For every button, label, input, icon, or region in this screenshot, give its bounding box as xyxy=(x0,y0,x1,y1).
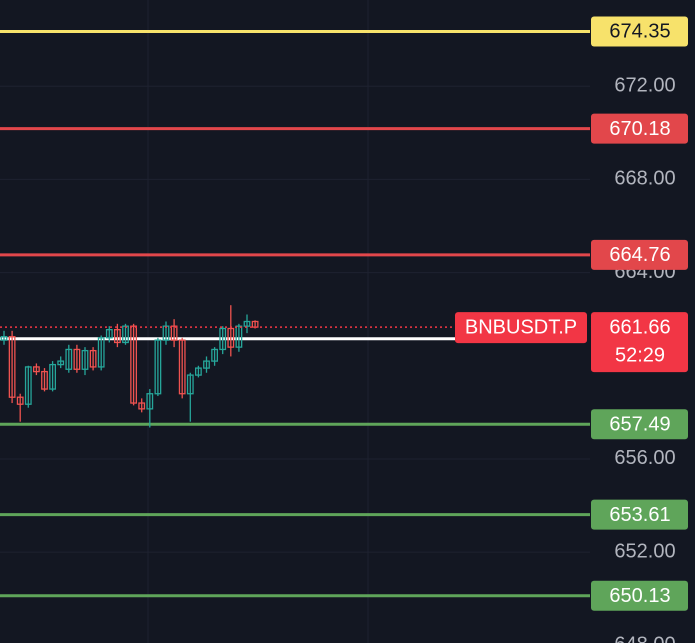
level-label: 653.61 xyxy=(609,504,670,526)
candle-body xyxy=(49,363,56,390)
symbol-label-box xyxy=(455,312,587,344)
candle-body xyxy=(146,393,154,410)
candle-body xyxy=(0,335,8,341)
candle-body xyxy=(227,327,235,348)
candle-body xyxy=(211,348,219,362)
y-tick-label: 648.00 xyxy=(614,634,675,643)
candle-body xyxy=(65,348,73,370)
candle-body xyxy=(243,320,251,327)
candle-body xyxy=(41,370,48,390)
candle-body xyxy=(162,325,170,341)
candle-body xyxy=(57,360,65,366)
level-label: 670.18 xyxy=(609,118,670,140)
y-tick-label: 676.00 xyxy=(614,0,675,3)
candle-body xyxy=(186,374,194,395)
candle-body xyxy=(130,325,138,404)
candle-body xyxy=(138,402,146,410)
candle-body xyxy=(81,349,89,370)
candle-body xyxy=(73,348,81,370)
level-label-box xyxy=(591,16,688,47)
level-label-box xyxy=(591,239,688,270)
candle-body xyxy=(24,366,32,405)
y-tick-label: 668.00 xyxy=(614,168,675,190)
candle-body xyxy=(235,325,243,348)
candle-body xyxy=(97,337,105,368)
candle-body xyxy=(203,360,210,369)
candle-body xyxy=(219,327,227,351)
level-label: 664.76 xyxy=(609,244,670,266)
candle-body xyxy=(178,339,186,395)
candle-body xyxy=(89,349,97,368)
candle-body xyxy=(170,325,178,341)
candle-body xyxy=(16,396,24,405)
level-label: 650.13 xyxy=(609,585,670,607)
last-price-box xyxy=(591,312,688,373)
level-label-box xyxy=(591,499,688,530)
candle-body xyxy=(8,335,16,398)
y-tick-label: 672.00 xyxy=(614,74,675,96)
y-tick-label: 656.00 xyxy=(614,447,675,469)
level-label-box xyxy=(591,113,688,144)
candle-body xyxy=(114,329,121,344)
symbol-label: BNBUSDT.P xyxy=(465,316,577,338)
level-label: 674.35 xyxy=(609,21,670,43)
y-tick-label: 652.00 xyxy=(614,540,675,562)
countdown-label: 52:29 xyxy=(615,344,665,366)
level-label: 657.49 xyxy=(609,414,670,436)
level-label-box xyxy=(591,580,688,611)
candle-body xyxy=(33,366,40,373)
level-label-box xyxy=(591,409,688,440)
candle-body xyxy=(194,367,202,376)
last-price-label: 661.66 xyxy=(609,316,670,338)
candle-body xyxy=(122,325,129,344)
candle-body xyxy=(105,329,113,339)
candle-body xyxy=(154,339,162,395)
